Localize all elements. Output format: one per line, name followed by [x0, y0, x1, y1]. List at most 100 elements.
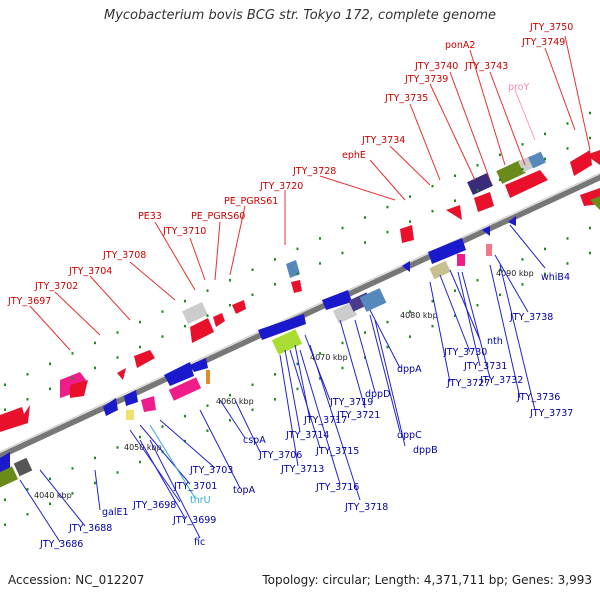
gene-feature[interactable]: [586, 150, 600, 165]
gene-label[interactable]: JTY_3688: [68, 523, 112, 534]
gene-feature[interactable]: [429, 260, 451, 280]
gene-label[interactable]: whiB4: [541, 272, 570, 283]
gene-feature[interactable]: [400, 225, 414, 243]
gene-label[interactable]: dppC: [397, 430, 422, 441]
gene-feature[interactable]: [0, 466, 19, 488]
gene-label[interactable]: JTY_3727: [446, 378, 490, 389]
gene-label[interactable]: JTY_3721: [336, 410, 380, 421]
gene-feature[interactable]: [271, 329, 303, 355]
gene-feature[interactable]: [570, 150, 592, 176]
gene-feature[interactable]: [206, 370, 210, 384]
gene-feature[interactable]: [124, 390, 138, 406]
gene-feature[interactable]: [286, 260, 300, 278]
gene-label[interactable]: JTY_3710: [162, 226, 206, 237]
gene-label[interactable]: proY: [508, 82, 530, 93]
gene-label[interactable]: dppD: [365, 389, 390, 400]
gene-feature[interactable]: [359, 288, 387, 312]
gene-label[interactable]: JTY_3713: [280, 464, 324, 475]
gene-feature[interactable]: [0, 452, 10, 474]
gene-label[interactable]: JTY_3738: [509, 312, 553, 323]
gene-label[interactable]: JTY_3716: [315, 482, 359, 493]
gene-label[interactable]: JTY_3702: [34, 281, 78, 292]
gene-label[interactable]: JTY_3708: [102, 250, 146, 261]
gene-feature[interactable]: [322, 290, 352, 310]
gene-label[interactable]: ponA2: [445, 40, 475, 51]
gene-label[interactable]: JTY_3697: [7, 296, 51, 307]
gene-feature[interactable]: [168, 377, 202, 401]
gene-feature[interactable]: [117, 368, 126, 380]
gene-feature[interactable]: [402, 261, 410, 272]
gene-label[interactable]: JTY_3730: [443, 347, 487, 358]
gene-label[interactable]: JTY_3703: [189, 465, 233, 476]
gene-label[interactable]: JTY_3737: [529, 408, 573, 419]
gene-label[interactable]: JTY_3704: [68, 266, 112, 277]
gene-label[interactable]: JTY_3686: [39, 539, 83, 550]
gene-feature[interactable]: [467, 173, 493, 195]
gene-label[interactable]: JTY_3749: [521, 37, 565, 48]
gene-feature[interactable]: [13, 457, 33, 477]
gene-feature[interactable]: [590, 196, 600, 210]
gene-feature[interactable]: [0, 405, 30, 432]
gene-label[interactable]: nth: [487, 336, 503, 347]
gene-feature[interactable]: [190, 318, 214, 343]
gene-label[interactable]: JTY_3699: [172, 515, 216, 526]
gene-label[interactable]: JTY_3706: [258, 450, 302, 461]
gene-label[interactable]: JTY_3743: [464, 61, 508, 72]
gene-feature[interactable]: [496, 160, 526, 184]
gene-feature[interactable]: [291, 280, 302, 293]
gene-feature[interactable]: [182, 302, 208, 324]
gene-feature[interactable]: [190, 358, 208, 372]
reverse-genes[interactable]: [0, 196, 600, 488]
gene-label[interactable]: dppB: [413, 445, 438, 456]
forward-genes[interactable]: [0, 150, 600, 432]
gene-label[interactable]: JTY_3714: [285, 430, 329, 441]
gene-label[interactable]: PE_PGRS61: [224, 196, 278, 207]
gene-feature[interactable]: [457, 254, 465, 266]
gene-feature[interactable]: [232, 300, 246, 314]
gene-label[interactable]: ephE: [342, 150, 366, 161]
gene-label[interactable]: cspA: [243, 435, 266, 446]
gene-label[interactable]: JTY_3739: [404, 74, 448, 85]
gene-feature[interactable]: [126, 410, 134, 420]
gene-label[interactable]: JTY_3719: [329, 397, 373, 408]
gene-label[interactable]: JTY_3698: [132, 500, 176, 511]
gene-label[interactable]: JTY_3718: [344, 502, 388, 513]
gene-feature[interactable]: [528, 151, 546, 169]
gene-label[interactable]: JTY_3715: [315, 446, 359, 457]
gene-feature[interactable]: [332, 302, 358, 324]
gene-feature[interactable]: [474, 192, 494, 212]
gene-feature[interactable]: [446, 205, 462, 220]
gene-label[interactable]: PE_PGRS60: [191, 211, 245, 222]
gene-feature[interactable]: [486, 244, 492, 256]
gene-feature[interactable]: [258, 314, 306, 340]
gene-feature[interactable]: [141, 396, 156, 412]
gene-label[interactable]: galE1: [102, 507, 129, 518]
gene-feature[interactable]: [505, 170, 548, 198]
gene-label[interactable]: JTY_3750: [529, 22, 573, 33]
gene-label[interactable]: JTY_3736: [516, 392, 560, 403]
scale-dot: [71, 377, 74, 380]
gene-label[interactable]: JTY_3732: [479, 375, 523, 386]
gene-feature[interactable]: [164, 362, 194, 386]
gene-label[interactable]: JTY_3728: [292, 166, 336, 177]
gene-label[interactable]: JTY_3720: [259, 181, 303, 192]
gene-feature[interactable]: [213, 313, 225, 327]
gene-label[interactable]: fic: [194, 537, 205, 548]
gene-label[interactable]: JTY_3740: [414, 61, 458, 72]
gene-feature[interactable]: [134, 350, 155, 368]
gene-label[interactable]: JTY_3701: [173, 481, 217, 492]
gene-label[interactable]: thrU: [190, 495, 211, 506]
gene-feature[interactable]: [482, 226, 490, 236]
gene-label[interactable]: JTY_3734: [361, 135, 405, 146]
gene-label[interactable]: JTY_3735: [384, 93, 428, 104]
gene-label[interactable]: JTY_3731: [463, 361, 507, 372]
gene-feature[interactable]: [70, 380, 88, 398]
gene-label[interactable]: dppA: [397, 364, 422, 375]
gene-label[interactable]: JTY_3717: [303, 415, 347, 426]
gene-label[interactable]: topA: [233, 485, 256, 496]
gene-label[interactable]: PE33: [138, 211, 162, 222]
gene-feature[interactable]: [508, 216, 516, 226]
gene-feature[interactable]: [428, 238, 466, 264]
gene-feature[interactable]: [103, 398, 118, 416]
